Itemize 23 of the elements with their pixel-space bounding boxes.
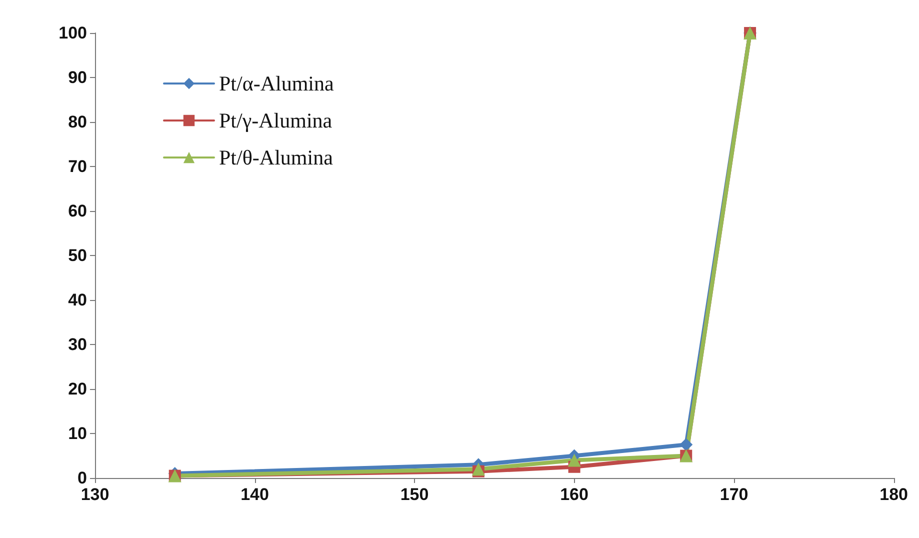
y-tick-label: 100	[58, 24, 87, 42]
y-tick-label: 20	[68, 380, 87, 398]
y-tick-label: 50	[68, 246, 87, 265]
y-tick-label: 90	[68, 68, 87, 87]
legend-label: Pt/α-Alumina	[219, 72, 335, 96]
x-tick-label: 130	[80, 485, 110, 504]
y-tick-label: 70	[68, 157, 87, 176]
x-tick-label: 170	[720, 485, 748, 504]
y-tick-label: 60	[68, 202, 87, 220]
x-tick-label: 140	[240, 485, 269, 504]
legend-label: Pt/θ-Alumina	[219, 146, 334, 170]
x-tick-label: 150	[400, 485, 429, 504]
y-tick-label: 40	[68, 290, 87, 310]
y-tick-label: 30	[68, 335, 87, 354]
point	[472, 462, 485, 476]
x-tick-label: 180	[880, 485, 908, 504]
x-tick-label: 160	[560, 485, 588, 504]
legend-label: Pt/γ-Alumina	[219, 108, 333, 132]
y-tick-label: 0	[78, 468, 87, 488]
y-tick-label: 10	[68, 424, 87, 443]
y-tick-label: 80	[68, 112, 87, 132]
point	[680, 438, 693, 452]
point	[568, 454, 581, 467]
